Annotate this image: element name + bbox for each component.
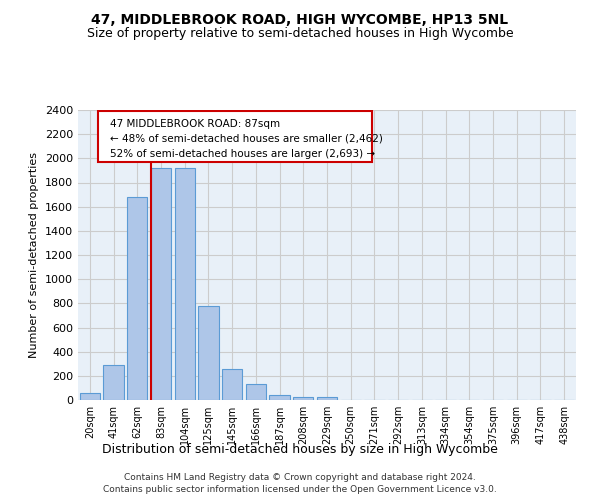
Bar: [103, 365, 124, 400]
Bar: [127, 197, 148, 400]
Bar: [175, 168, 195, 400]
Bar: [293, 397, 313, 400]
Bar: [151, 168, 171, 400]
Bar: [222, 369, 242, 400]
Y-axis label: Number of semi-detached properties: Number of semi-detached properties: [29, 152, 40, 358]
FancyBboxPatch shape: [98, 112, 372, 162]
Text: 47 MIDDLEBROOK ROAD: 87sqm: 47 MIDDLEBROOK ROAD: 87sqm: [110, 118, 280, 128]
Bar: [317, 398, 337, 400]
Bar: [80, 394, 100, 400]
Text: Contains HM Land Registry data © Crown copyright and database right 2024.: Contains HM Land Registry data © Crown c…: [124, 472, 476, 482]
Bar: [246, 384, 266, 400]
Text: 52% of semi-detached houses are larger (2,693) →: 52% of semi-detached houses are larger (…: [110, 149, 376, 159]
Bar: [199, 306, 218, 400]
Text: Size of property relative to semi-detached houses in High Wycombe: Size of property relative to semi-detach…: [86, 28, 514, 40]
Text: 47, MIDDLEBROOK ROAD, HIGH WYCOMBE, HP13 5NL: 47, MIDDLEBROOK ROAD, HIGH WYCOMBE, HP13…: [91, 12, 509, 26]
Text: Distribution of semi-detached houses by size in High Wycombe: Distribution of semi-detached houses by …: [102, 442, 498, 456]
Text: Contains public sector information licensed under the Open Government Licence v3: Contains public sector information licen…: [103, 485, 497, 494]
Bar: [269, 395, 290, 400]
Text: ← 48% of semi-detached houses are smaller (2,462): ← 48% of semi-detached houses are smalle…: [110, 134, 383, 144]
